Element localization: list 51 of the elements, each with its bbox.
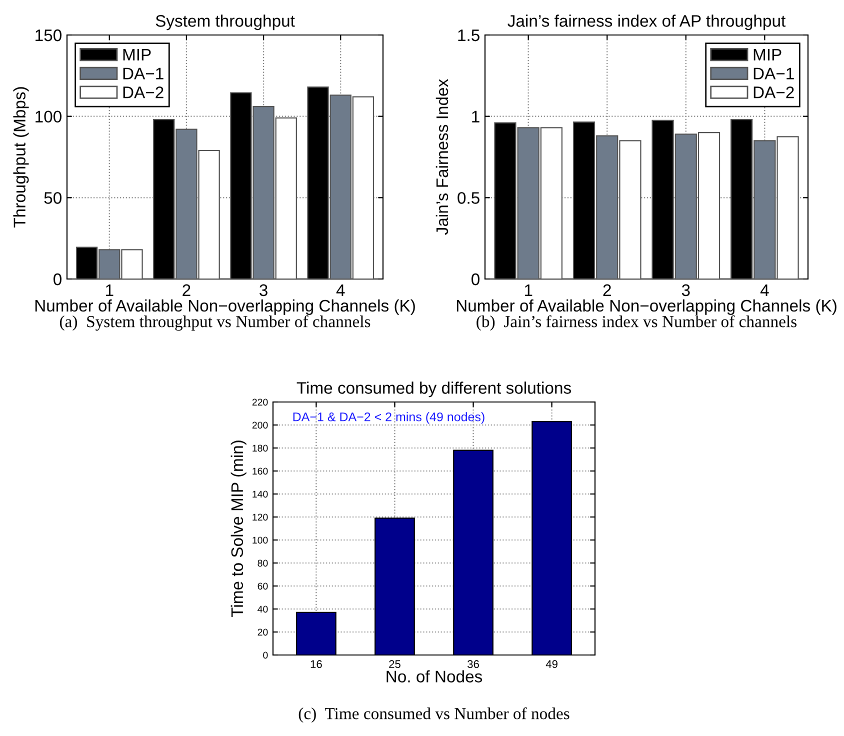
x-axis-title: Number of Available Non−overlapping Channels (K) (35, 299, 415, 315)
y-tick-label: 1.5 (458, 30, 480, 42)
y-tick-label: 40 (258, 606, 268, 613)
y-tick-label: 160 (252, 468, 268, 475)
y-tick-label: 0 (472, 273, 480, 286)
y-tick-label: 1 (472, 110, 480, 122)
y-tick-label: 50 (44, 192, 62, 204)
y-tick-label: 100 (252, 536, 268, 544)
y-axis-title: Throughput (Mbps) (13, 87, 29, 228)
x-tick-label: 2 (182, 284, 190, 296)
x-tick-label: 4 (760, 284, 769, 296)
x-tick-label: 49 (546, 660, 558, 668)
y-tick-label: 0 (54, 273, 62, 286)
x-tick-label: 16 (310, 660, 322, 668)
text: (a) System throughput vs Number of channels (60, 315, 370, 331)
chart-title: System throughput (156, 14, 295, 30)
x-tick-label: 3 (682, 284, 690, 296)
y-tick-label: 220 (252, 398, 268, 406)
x-axis-title: Number of Available Non−overlapping Channels (K) (456, 299, 836, 315)
x-tick-label: 36 (468, 660, 479, 668)
legend-label: DA−1 (123, 68, 164, 80)
text: (c) Time consumed vs Number of nodes (298, 707, 570, 723)
y-tick-label: 0 (263, 652, 268, 659)
chart-title: Time consumed by different solutions (296, 382, 571, 398)
legend-label: DA−2 (754, 86, 794, 98)
x-tick-label: 25 (389, 660, 400, 668)
y-axis-title: Jain’s Fairness Index (436, 79, 448, 235)
x-tick-label: 1 (106, 284, 114, 296)
chart-title: Jain’s fairness index of AP throughput (508, 14, 786, 30)
x-tick-label: 1 (524, 284, 532, 296)
text: (b) Jain’s fairness index vs Number of channels (476, 315, 796, 331)
y-tick-label: 140 (252, 490, 268, 498)
annotation: DA−1 & DA−2 < 2 mins (49 nodes) (293, 412, 484, 424)
y-tick-label: 200 (252, 422, 268, 429)
x-tick-label: 4 (336, 284, 345, 296)
y-axis-title: Time to Solve MIP (min) (230, 440, 246, 618)
legend-label: MIP (754, 48, 782, 60)
x-tick-label: 3 (260, 284, 268, 296)
legend-label: MIP (123, 48, 151, 60)
y-tick-label: 180 (252, 444, 268, 452)
y-tick-label: 20 (258, 628, 268, 636)
x-tick-label: 2 (603, 284, 611, 296)
x-axis-title: No. of Nodes (386, 670, 482, 682)
y-tick-label: 0.5 (458, 192, 480, 204)
legend-label: DA−2 (123, 86, 164, 98)
y-tick-label: 120 (252, 514, 268, 521)
y-tick-label: 150 (36, 29, 62, 42)
y-tick-label: 100 (36, 110, 62, 123)
y-tick-label: 80 (258, 560, 268, 567)
y-tick-label: 60 (258, 582, 268, 590)
legend-label: DA−1 (754, 68, 794, 80)
